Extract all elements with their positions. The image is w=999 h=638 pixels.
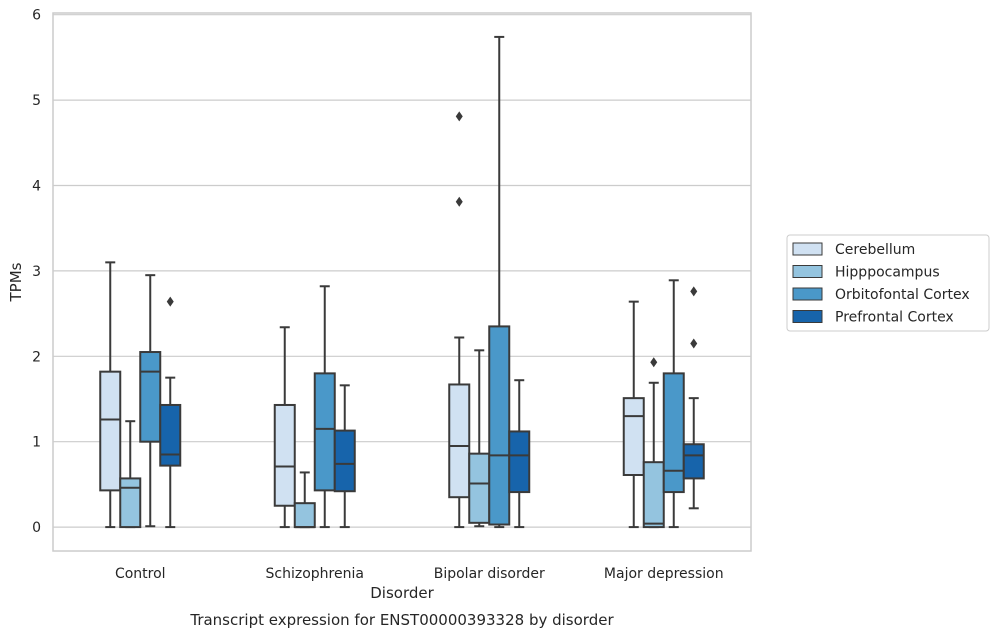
series-cerebellum [99, 111, 645, 529]
box-body [682, 443, 705, 480]
legend-label: Prefrontal Cortex [835, 310, 954, 326]
legend-swatch [792, 265, 823, 278]
x-tick-labels: Control Schizophrenia Bipolar disorder Majo… [115, 566, 724, 582]
box [662, 279, 685, 529]
legend-label: Hipppocampus [835, 265, 940, 281]
box [139, 274, 162, 528]
outlier-point [455, 196, 463, 207]
box [508, 379, 531, 529]
gridlines [53, 14, 751, 528]
box [119, 420, 142, 529]
box-body [662, 372, 685, 494]
legend-label: Orbitofontal Cortex [835, 287, 970, 303]
outlier-point [690, 338, 698, 349]
box [333, 384, 356, 529]
box-body [293, 502, 316, 529]
x-axis-label: Disorder [370, 584, 434, 602]
box-body [333, 429, 356, 493]
legend: Cerebellum Hipppocampus Orbitofontal Corte… [786, 234, 990, 332]
box [622, 300, 645, 529]
box-body [99, 370, 122, 492]
y-tick-label: 1 [32, 435, 41, 451]
x-tick-label: Control [115, 566, 166, 582]
series-prefrontal-cortex [159, 286, 705, 529]
y-tick-label: 4 [32, 179, 41, 195]
legend-label: Cerebellum [835, 242, 915, 258]
legend-swatch [792, 242, 823, 256]
box-body [468, 452, 491, 524]
box [313, 285, 336, 529]
box [682, 286, 705, 510]
x-tick-label: Bipolar disorder [434, 566, 545, 582]
series-hipppocampus [119, 349, 665, 529]
box-series [99, 35, 705, 529]
box [642, 357, 665, 529]
legend-swatch [792, 310, 823, 323]
box [99, 261, 122, 529]
legend-entry: Orbitofontal Cortex [792, 287, 970, 303]
box [159, 296, 182, 529]
box-body [508, 430, 531, 494]
box-body [119, 477, 142, 529]
legend-entry: Cerebellum [792, 242, 915, 258]
box [448, 111, 471, 529]
box [488, 35, 511, 529]
legend-entry: Prefrontal Cortex [792, 310, 954, 326]
legend-items: Cerebellum Hipppocampus Orbitofontal Corte… [792, 242, 970, 326]
outlier-point [690, 286, 698, 297]
x-tick-label: Schizophrenia [266, 566, 364, 582]
outlier-point [166, 296, 174, 307]
chart-caption: Transcript expression for ENST0000039332… [189, 611, 614, 629]
outlier-point [650, 357, 658, 368]
box-body [642, 461, 665, 529]
plot-frame [52, 12, 752, 552]
y-tick-label: 3 [32, 264, 41, 280]
y-tick-label: 2 [32, 349, 41, 365]
box-body [139, 351, 162, 443]
box-body [488, 325, 511, 526]
legend-swatch [792, 287, 823, 301]
box [293, 471, 316, 529]
legend-frame [786, 234, 990, 332]
box-body [313, 372, 336, 492]
box-body [273, 403, 296, 507]
y-tick-label: 5 [32, 93, 41, 109]
box [468, 349, 491, 528]
box-body [622, 397, 645, 476]
outlier-point [455, 111, 463, 122]
y-tick-label: 0 [32, 520, 41, 536]
series-orbitofontal-cortex [139, 35, 685, 529]
y-tick-labels: 0 1 2 3 4 5 6 [32, 8, 41, 536]
legend-entry: Hipppocampus [792, 265, 940, 281]
box [273, 326, 296, 529]
y-axis-label: TPMs [7, 262, 25, 302]
box-body [159, 403, 182, 467]
x-tick-label: Major depression [604, 566, 724, 582]
y-tick-label: 6 [32, 8, 41, 24]
box-body [448, 383, 471, 499]
